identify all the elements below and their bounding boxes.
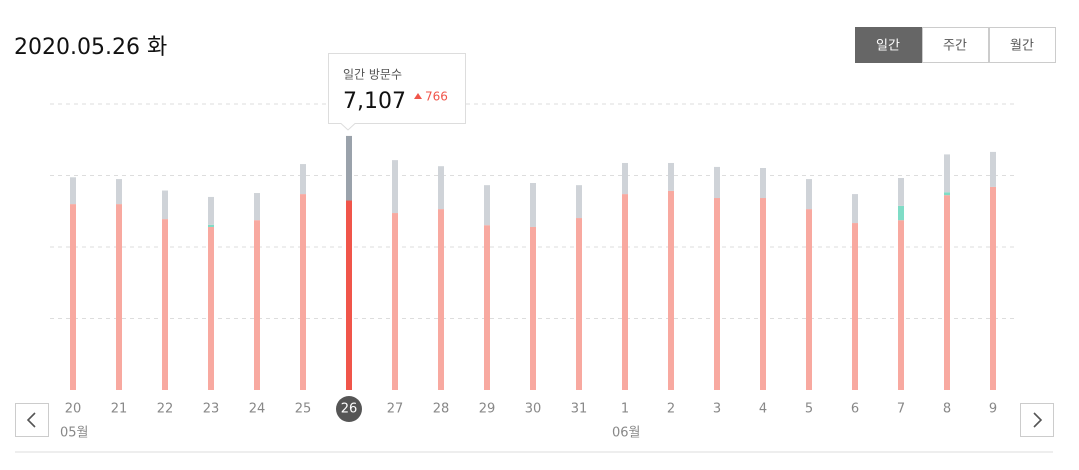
- bar-segment: [162, 219, 168, 390]
- bar-segment: [760, 198, 766, 390]
- x-tick-label[interactable]: 30: [525, 402, 542, 417]
- bar-segment: [668, 162, 674, 191]
- bar-segment: [576, 218, 582, 390]
- bar-segment: [622, 162, 628, 195]
- x-tick-label[interactable]: 21: [111, 402, 128, 417]
- bar-segment: [944, 192, 950, 196]
- bar-segment: [760, 167, 766, 199]
- x-tick-label[interactable]: 26: [341, 402, 358, 417]
- x-tick-label[interactable]: 25: [295, 402, 312, 417]
- bar-segment: [898, 205, 904, 221]
- tab-label[interactable]: 주간: [943, 39, 967, 54]
- bar-segment: [300, 164, 306, 195]
- tab-group: 일간 주간 월간: [855, 27, 1056, 63]
- bar-segment: [806, 209, 812, 390]
- bar-segment: [576, 185, 582, 219]
- x-tick-label[interactable]: 27: [387, 402, 404, 417]
- month-label: 06월: [612, 426, 641, 441]
- bar-segment: [714, 198, 720, 390]
- bar-segment: [990, 151, 996, 187]
- bar-segment: [392, 160, 398, 214]
- prev-box[interactable]: [15, 403, 49, 437]
- x-tick-label[interactable]: 31: [571, 402, 588, 417]
- bar-segment: [714, 166, 720, 199]
- tab[interactable]: [922, 27, 989, 63]
- x-tick-label[interactable]: 28: [433, 402, 450, 417]
- next-box[interactable]: [1020, 403, 1054, 437]
- tooltip-box: [328, 53, 466, 131]
- x-tick-label[interactable]: 2: [667, 402, 675, 417]
- tab[interactable]: [855, 27, 922, 63]
- bar-segment: [668, 190, 674, 390]
- x-tick-label[interactable]: 4: [759, 402, 767, 417]
- x-tick-label[interactable]: 9: [989, 402, 997, 417]
- bar-segment: [300, 194, 306, 390]
- x-tick-label[interactable]: 1: [621, 402, 629, 417]
- x-tick-label[interactable]: 29: [479, 402, 496, 417]
- bar-segment: [852, 194, 858, 224]
- up-arrow: [414, 93, 422, 99]
- x-tick-label[interactable]: 24: [249, 402, 266, 417]
- bar-segment: [346, 200, 352, 390]
- selected-marker: [336, 396, 362, 422]
- bar-segment: [70, 177, 76, 205]
- x-tick-label[interactable]: 8: [943, 402, 951, 417]
- bar-segment: [208, 224, 214, 227]
- x-tick-label[interactable]: 7: [897, 402, 905, 417]
- prev-icon: [26, 412, 36, 428]
- bar-segment: [162, 190, 168, 220]
- bar-segment: [438, 209, 444, 390]
- prev-button[interactable]: [15, 403, 49, 437]
- bar-segment: [208, 196, 214, 225]
- x-tick-label[interactable]: 5: [805, 402, 813, 417]
- bar-segment: [944, 154, 950, 193]
- tooltip: 일간 방문수 7,107 766: [328, 53, 466, 131]
- bar-segment: [990, 186, 996, 390]
- bar-segment: [530, 183, 536, 227]
- bar-segment: [116, 179, 122, 205]
- bar-segment: [438, 166, 444, 210]
- next-button[interactable]: [1020, 403, 1054, 437]
- x-tick-label[interactable]: 20: [65, 402, 82, 417]
- x-tick-label[interactable]: 23: [203, 402, 220, 417]
- tooltip-change: 766: [425, 90, 448, 104]
- bar-segment: [622, 194, 628, 390]
- tab-label[interactable]: 월간: [1010, 39, 1034, 54]
- x-tick-label[interactable]: 6: [851, 402, 859, 417]
- next-icon: [1033, 412, 1043, 428]
- bar-segment: [484, 185, 490, 226]
- bar-segment: [254, 193, 260, 221]
- tooltip-label: 일간 방문수: [343, 68, 402, 82]
- bar-segment: [944, 195, 950, 390]
- bar-segment: [530, 226, 536, 390]
- tooltip-value: 7,107: [343, 89, 406, 114]
- x-tick-label[interactable]: 22: [157, 402, 174, 417]
- bar-segment: [70, 204, 76, 390]
- bar-segment: [254, 220, 260, 390]
- bar-segment: [806, 179, 812, 210]
- month-label: 05월: [60, 426, 89, 441]
- bar-segment: [898, 178, 904, 206]
- bar-segment: [484, 225, 490, 390]
- bar-segment: [116, 204, 122, 390]
- x-tick-label[interactable]: 3: [713, 402, 721, 417]
- bar-segment: [898, 220, 904, 390]
- bar-segment: [852, 223, 858, 390]
- tab-label[interactable]: 일간: [876, 39, 900, 54]
- bar-segment: [208, 226, 214, 390]
- bar-segment: [346, 135, 352, 201]
- tab[interactable]: [989, 27, 1056, 63]
- date-title: 2020.05.26 화: [14, 35, 167, 60]
- bar-segment: [392, 213, 398, 390]
